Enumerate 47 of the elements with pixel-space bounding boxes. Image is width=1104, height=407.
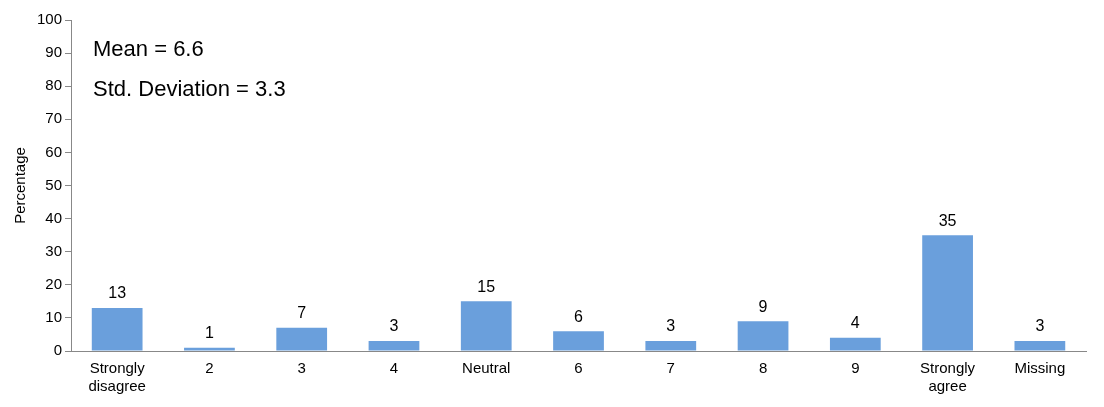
bar <box>737 321 789 351</box>
x-tick-label: 3 <box>297 359 306 377</box>
y-tick-label: 50 <box>45 175 63 193</box>
bar <box>922 235 973 351</box>
y-axis-title: Percentage <box>11 147 29 224</box>
bar <box>645 341 697 351</box>
x-tick-label: Strongly disagree <box>88 359 146 395</box>
y-tick-label: 30 <box>45 241 63 259</box>
data-label: 3 <box>389 317 399 335</box>
data-label: 35 <box>938 211 957 229</box>
x-tick-label: 7 <box>666 359 675 377</box>
data-label: 3 <box>1035 317 1045 335</box>
annotation: Std. Deviation = 3.3 <box>93 76 286 102</box>
y-tick-label: 0 <box>53 341 63 359</box>
x-tick-label: 6 <box>574 359 583 377</box>
annotation: Mean = 6.6 <box>93 36 204 62</box>
y-tick-label: 70 <box>45 109 63 127</box>
y-tick-label: 80 <box>45 76 63 94</box>
y-tick-label: 10 <box>45 308 63 326</box>
bar <box>276 327 328 351</box>
y-tick-label: 100 <box>37 10 63 28</box>
y-tick-label: 40 <box>45 208 63 226</box>
y-tick-label: 90 <box>45 43 63 61</box>
data-label: 15 <box>477 277 496 295</box>
bar <box>91 307 143 351</box>
x-tick-label: 4 <box>389 359 399 377</box>
bar <box>368 341 420 351</box>
x-tick-label: 2 <box>205 359 214 377</box>
data-label: 3 <box>666 317 676 335</box>
y-tick-label: 20 <box>45 274 63 292</box>
data-label: 4 <box>850 314 860 332</box>
x-tick-label: Neutral <box>462 359 511 377</box>
bar <box>829 337 881 351</box>
data-label: 6 <box>574 307 584 325</box>
bar <box>553 331 604 351</box>
data-label: 13 <box>108 284 127 302</box>
x-tick-label: Missing <box>1014 359 1066 377</box>
bar <box>1014 341 1066 351</box>
data-label: 7 <box>297 304 307 322</box>
bar <box>184 347 235 351</box>
x-tick-label: Strongly agree <box>920 359 976 395</box>
data-label: 1 <box>204 324 214 342</box>
data-label: 9 <box>758 297 768 315</box>
y-tick-label: 60 <box>45 142 63 160</box>
bar <box>460 301 512 351</box>
x-tick-label: 8 <box>758 359 768 377</box>
x-tick-label: 9 <box>851 359 860 377</box>
